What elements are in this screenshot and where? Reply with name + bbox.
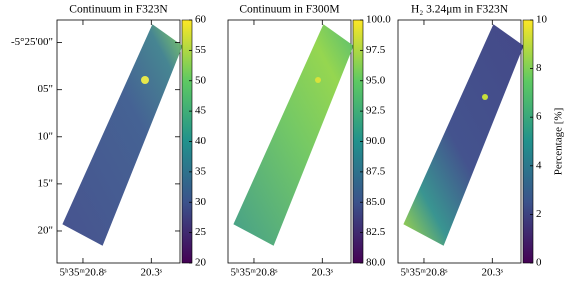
colorbar-tick-label: 10 xyxy=(536,14,548,26)
bright-source xyxy=(141,76,149,84)
image-mosaic xyxy=(403,24,524,246)
colorbar-tick-label: 6 xyxy=(536,111,542,123)
image-mosaic xyxy=(233,24,354,246)
y-tick-label: 20" xyxy=(38,225,54,237)
y-tick-label: 15" xyxy=(38,177,54,189)
colorbar-tick-label: 25 xyxy=(195,226,207,238)
colorbar-tick-label: 95.0 xyxy=(366,74,386,86)
x-tick-label: 20.3ˢ xyxy=(482,267,504,279)
y-tick-label: 10" xyxy=(38,130,54,142)
colorbar-tick-label: 100.0 xyxy=(366,14,391,26)
colorbar-tick-label: 90.0 xyxy=(366,135,386,147)
colorbar-tick-label: 60 xyxy=(195,14,207,26)
colorbar-tick-label: 50 xyxy=(195,74,207,86)
bright-source xyxy=(315,77,321,83)
colorbar-tick-label: 55 xyxy=(195,44,207,56)
colorbar-tick-label: 8 xyxy=(536,62,542,74)
x-tick-label: 20.3ˢ xyxy=(312,267,334,279)
colorbar-tick-label: 92.5 xyxy=(366,105,386,117)
x-tick-label: 5ʰ35ᵐ20.8ˢ xyxy=(230,267,278,279)
colorbar-tick-label: 2 xyxy=(536,208,542,220)
colorbar-label: Percentage [%] xyxy=(553,108,565,176)
colorbar-tick-label: 87.5 xyxy=(366,165,386,177)
bright-source xyxy=(482,94,488,100)
y-tick-label: 05" xyxy=(38,83,54,95)
x-tick-label: 5ʰ35ᵐ20.8ˢ xyxy=(400,267,448,279)
panel-title: Continuum in F300M xyxy=(239,4,339,16)
colorbar-tick-label: 35 xyxy=(195,165,207,177)
y-tick-label: -5°25'00" xyxy=(11,36,53,48)
panel-title: H₂ 3.24μm in F323N xyxy=(411,4,509,16)
colorbar-tick-label: 45 xyxy=(195,105,207,117)
colorbar-tick-label: 97.5 xyxy=(366,44,386,56)
colorbar-tick-label: 30 xyxy=(195,196,207,208)
colorbar-tick-label: 40 xyxy=(195,135,207,147)
image-mosaic xyxy=(62,24,183,246)
panel-title: Continuum in F323N xyxy=(69,4,168,16)
x-tick-label: 20.3ˢ xyxy=(141,267,163,279)
colorbar-tick-label: 82.5 xyxy=(366,226,386,238)
colorbar-tick-label: 20 xyxy=(195,257,207,269)
colorbar-tick-label: 4 xyxy=(536,159,542,171)
colorbar xyxy=(522,19,534,264)
x-tick-label: 5ʰ35ᵐ20.8ˢ xyxy=(59,267,107,279)
colorbar-tick-label: 85.0 xyxy=(366,196,386,208)
colorbar-tick-label: 80.0 xyxy=(366,257,386,269)
colorbar-tick-label: 0 xyxy=(536,257,542,269)
